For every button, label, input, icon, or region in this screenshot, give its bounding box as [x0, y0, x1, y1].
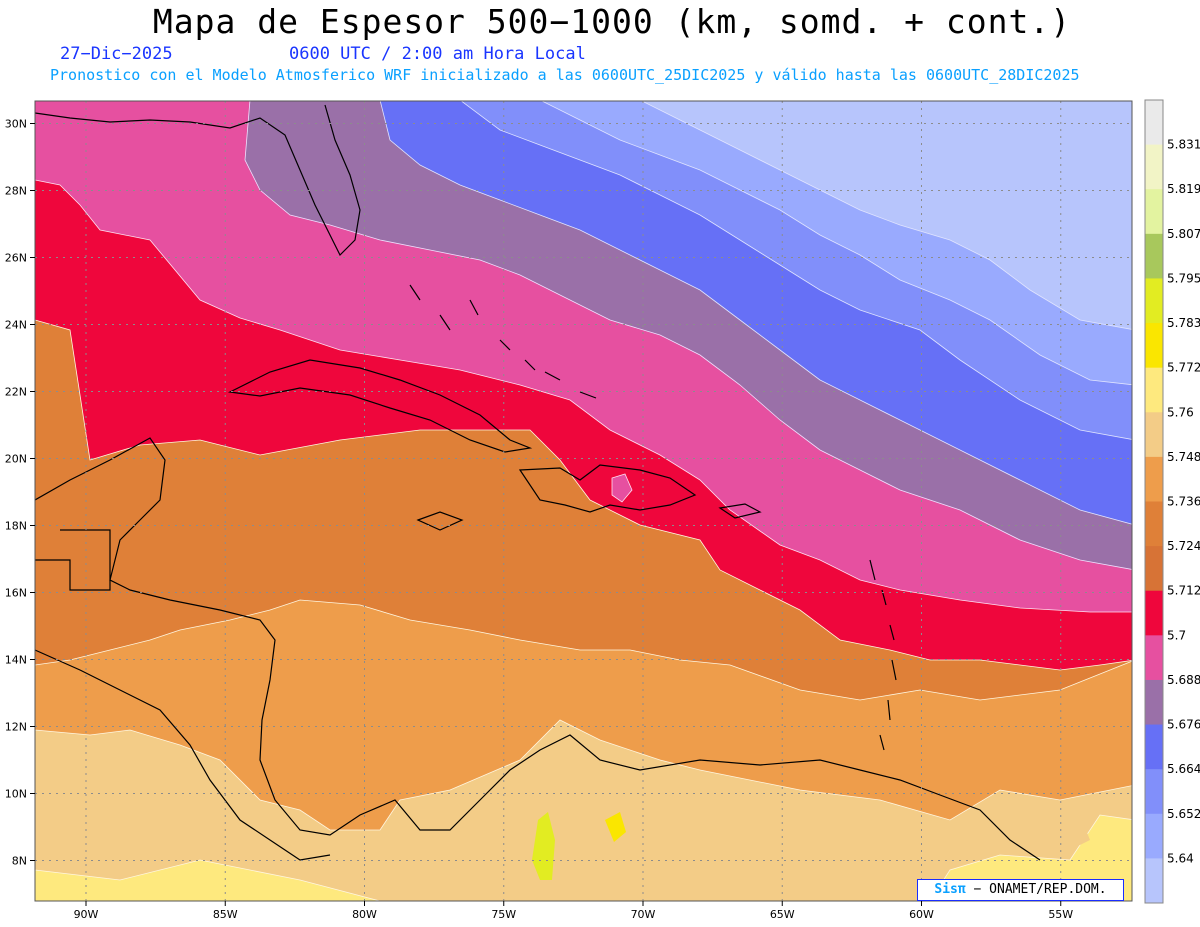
credit-box: Sisπ − ONAMET/REP.DOM. — [917, 879, 1124, 901]
blob-guyana — [1060, 815, 1090, 850]
coast-jamaica — [416, 511, 464, 531]
colorbar-label: 5.772 — [1167, 361, 1200, 375]
blob-colombia — [532, 812, 555, 880]
colorbar-label: 5.64 — [1167, 851, 1194, 865]
lon-label: 90W — [74, 908, 99, 921]
lon-label: 70W — [631, 908, 656, 921]
colorbar-swatch — [1145, 233, 1163, 279]
lat-label: 30N — [5, 118, 27, 131]
colorbar-label: 5.76 — [1167, 405, 1194, 419]
colorbar-label: 5.736 — [1167, 495, 1200, 509]
colorbar-label: 5.676 — [1167, 718, 1200, 732]
graticule — [35, 101, 1132, 901]
colorbar-label: 5.819 — [1167, 182, 1200, 196]
colorbar-swatch — [1145, 546, 1163, 592]
coast-pacific — [35, 649, 331, 861]
colorbar-swatch — [1145, 635, 1163, 681]
blob-venezuela — [605, 812, 626, 842]
lat-label: 14N — [5, 654, 27, 667]
longitude-labels: 90W 85W 80W 75W 70W 65W 60W 55W — [74, 901, 1073, 921]
band-lowest — [641, 101, 1132, 330]
credit-brand: Sisπ — [934, 882, 966, 897]
colorbar-label: 5.807 — [1167, 227, 1200, 241]
colorbar: 5.831 5.819 5.807 5.795 5.783 5.772 5.76 5.748 5… — [1144, 99, 1200, 904]
colorbar-label: 5.795 — [1167, 271, 1200, 285]
lon-label: 55W — [1048, 908, 1073, 921]
colorbar-label: 5.712 — [1167, 584, 1200, 598]
colorbar-label: 5.748 — [1167, 450, 1200, 464]
lon-label: 85W — [213, 908, 238, 921]
coast-cuba — [227, 359, 533, 453]
credit-text: − ONAMET/REP.DOM. — [973, 882, 1107, 897]
lon-label: 80W — [352, 908, 377, 921]
map-title: Mapa de Espesor 500−1000 (km, somd. + co… — [152, 2, 1072, 41]
colorbar-swatch — [1145, 100, 1163, 146]
colorbar-label: 5.783 — [1167, 316, 1200, 330]
colorbar-label: 5.652 — [1167, 807, 1200, 821]
blob-hispaniola — [611, 473, 633, 503]
colorbar-label: 5.688 — [1167, 673, 1200, 687]
lon-label: 65W — [770, 908, 795, 921]
colorbar-swatch — [1145, 724, 1163, 770]
colorbar-swatch — [1145, 813, 1163, 859]
lat-label: 22N — [5, 386, 27, 399]
colorbar-swatch — [1145, 144, 1163, 190]
coast-lesser-antilles — [869, 559, 897, 751]
colorbar-swatch — [1145, 323, 1163, 369]
colorbar-swatch — [1145, 456, 1163, 502]
colorbar-swatch — [1145, 278, 1163, 324]
lat-label: 18N — [5, 520, 27, 533]
lat-label: 26N — [5, 252, 27, 265]
lat-label: 24N — [5, 319, 27, 332]
lat-label: 12N — [5, 721, 27, 734]
coast-central-america — [35, 437, 1041, 861]
colorbar-swatch — [1145, 412, 1163, 458]
map-frame — [34, 100, 1133, 902]
colorbar-label: 5.664 — [1167, 762, 1200, 776]
coast-us-gulf — [35, 104, 361, 257]
colorbar-swatch — [1145, 769, 1163, 815]
colorbar-swatch — [1145, 501, 1163, 547]
colorbar-swatch — [1145, 858, 1163, 904]
forecast-subtitle: Pronostico con el Modelo Atmosferico WRF… — [50, 66, 1080, 84]
thickness-fields — [35, 101, 1132, 901]
colorbar-swatch — [1145, 590, 1163, 636]
lat-label: 10N — [5, 788, 27, 801]
colorbar-label: 5.831 — [1167, 138, 1200, 152]
coast-puerto-rico — [718, 503, 762, 519]
lat-label: 28N — [5, 185, 27, 198]
coast-bahamas — [409, 284, 597, 399]
colorbar-label: 5.724 — [1167, 539, 1200, 553]
border-mexico-guatemala — [35, 529, 111, 591]
lon-label: 60W — [909, 908, 934, 921]
colorbar-swatch — [1145, 679, 1163, 726]
lon-label: 75W — [491, 908, 516, 921]
colorbar-label: 5.7 — [1167, 628, 1186, 642]
colorbar-swatch — [1145, 189, 1163, 235]
latitude-labels: 30N 28N 26N 24N 22N 20N 18N 16N 14N 12N 10N 8N — [5, 118, 35, 868]
lat-label: 16N — [5, 587, 27, 600]
lat-label: 8N — [12, 855, 27, 868]
colorbar-frame — [1144, 99, 1164, 904]
coast-hispaniola — [518, 464, 697, 513]
forecast-date: 27−Dic−2025 — [60, 44, 173, 64]
lat-label: 20N — [5, 453, 27, 466]
coastlines — [35, 104, 1041, 861]
colorbar-swatch — [1145, 367, 1163, 413]
forecast-time: 0600 UTC / 2:00 am Hora Local — [289, 44, 586, 64]
